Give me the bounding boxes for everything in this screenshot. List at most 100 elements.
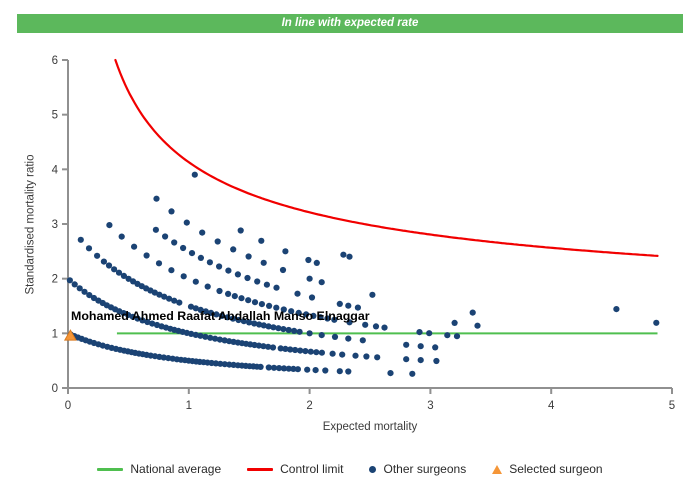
surgeon-point[interactable] xyxy=(90,294,97,302)
surgeon-point[interactable] xyxy=(212,335,219,342)
surgeon-point[interactable] xyxy=(197,306,204,313)
legend-national-average[interactable]: National average xyxy=(97,462,221,476)
surgeon-point[interactable] xyxy=(258,237,265,244)
surgeon-point[interactable] xyxy=(318,332,325,339)
surgeon-point[interactable] xyxy=(453,333,461,340)
surgeon-point[interactable] xyxy=(230,246,237,253)
surgeon-point[interactable] xyxy=(256,321,263,328)
surgeon-point[interactable] xyxy=(317,314,324,321)
surgeon-point[interactable] xyxy=(216,336,223,343)
surgeon-point[interactable] xyxy=(291,327,298,334)
surgeon-point[interactable] xyxy=(161,293,168,300)
surgeon-point[interactable] xyxy=(331,333,339,340)
surgeon-point[interactable] xyxy=(125,275,132,282)
surgeon-point[interactable] xyxy=(254,278,261,285)
surgeon-point[interactable] xyxy=(207,309,215,316)
surgeon-point[interactable] xyxy=(245,297,252,304)
surgeon-point[interactable] xyxy=(312,367,319,374)
surgeon-point[interactable] xyxy=(305,256,312,264)
surgeon-point[interactable] xyxy=(331,316,338,323)
surgeon-point[interactable] xyxy=(444,332,451,339)
surgeon-point[interactable] xyxy=(345,302,352,309)
surgeon-point[interactable] xyxy=(202,308,209,315)
surgeon-point[interactable] xyxy=(387,370,394,377)
surgeon-point[interactable] xyxy=(280,306,287,313)
surgeon-point[interactable] xyxy=(153,195,160,202)
surgeon-point[interactable] xyxy=(171,297,178,304)
surgeon-point[interactable] xyxy=(125,311,132,319)
surgeon-point[interactable] xyxy=(451,319,458,326)
surgeon-point[interactable] xyxy=(168,267,175,274)
surgeon-point[interactable] xyxy=(234,271,241,278)
surgeon-point[interactable] xyxy=(149,320,156,327)
surgeon-point[interactable] xyxy=(85,245,93,252)
surgeon-point[interactable] xyxy=(432,344,439,351)
surgeon-point[interactable] xyxy=(336,368,343,375)
surgeon-point[interactable] xyxy=(336,300,343,307)
surgeon-point[interactable] xyxy=(216,287,223,295)
surgeon-point[interactable] xyxy=(287,346,294,353)
surgeon-point[interactable] xyxy=(322,367,329,374)
surgeon-point[interactable] xyxy=(285,365,292,372)
surgeon-point[interactable] xyxy=(297,347,304,354)
surgeon-point[interactable] xyxy=(246,319,253,326)
surgeon-point[interactable] xyxy=(265,323,272,330)
surgeon-point[interactable] xyxy=(303,311,310,318)
surgeon-point[interactable] xyxy=(310,312,317,319)
surgeon-point[interactable] xyxy=(359,337,366,344)
surgeon-point[interactable] xyxy=(266,302,273,309)
surgeon-point[interactable] xyxy=(251,299,259,306)
surgeon-point[interactable] xyxy=(260,322,267,329)
surgeon-point[interactable] xyxy=(277,345,284,352)
surgeon-point[interactable] xyxy=(354,304,361,311)
surgeon-point[interactable] xyxy=(231,293,238,300)
surgeon-point[interactable] xyxy=(120,272,127,279)
surgeon-point[interactable] xyxy=(304,366,311,373)
surgeon-point[interactable] xyxy=(245,253,252,260)
surgeon-point[interactable] xyxy=(77,236,84,243)
surgeon-point[interactable] xyxy=(66,277,73,284)
surgeon-point[interactable] xyxy=(225,290,232,297)
surgeon-point[interactable] xyxy=(307,348,314,355)
surgeon-point[interactable] xyxy=(362,321,369,328)
surgeon-point[interactable] xyxy=(282,248,289,255)
surgeon-point[interactable] xyxy=(199,229,206,236)
surgeon-point[interactable] xyxy=(294,366,301,373)
surgeon-point[interactable] xyxy=(296,328,303,335)
surgeon-point[interactable] xyxy=(180,273,187,280)
surgeon-point[interactable] xyxy=(288,308,295,315)
surgeon-point[interactable] xyxy=(106,222,113,229)
surgeon-point[interactable] xyxy=(238,295,245,302)
surgeon-point[interactable] xyxy=(187,303,195,310)
surgeon-point[interactable] xyxy=(369,291,376,298)
surgeon-point[interactable] xyxy=(282,345,289,352)
surgeon-point[interactable] xyxy=(237,227,244,234)
surgeon-point[interactable] xyxy=(192,278,199,285)
legend-selected-surgeon[interactable]: Selected surgeon xyxy=(492,462,603,476)
surgeon-point[interactable] xyxy=(100,258,107,265)
surgeon-point[interactable] xyxy=(217,360,224,367)
surgeon-point[interactable] xyxy=(285,326,292,334)
surgeon-point[interactable] xyxy=(417,357,424,364)
surgeon-point[interactable] xyxy=(258,301,265,308)
surgeon-point[interactable] xyxy=(324,315,331,322)
surgeon-point[interactable] xyxy=(292,346,299,354)
surgeon-point[interactable] xyxy=(426,330,433,337)
surgeon-point[interactable] xyxy=(269,344,277,351)
surgeon-point[interactable] xyxy=(131,243,138,250)
surgeon-point[interactable] xyxy=(363,353,370,360)
surgeon-point[interactable] xyxy=(192,331,199,338)
surgeon-point[interactable] xyxy=(279,266,287,274)
surgeon-point[interactable] xyxy=(340,251,347,258)
surgeon-point[interactable] xyxy=(294,290,301,297)
surgeon-point[interactable] xyxy=(214,238,221,245)
surgeon-point[interactable] xyxy=(152,226,159,233)
surgeon-point[interactable] xyxy=(270,364,278,371)
surgeon-point[interactable] xyxy=(308,294,316,301)
surgeon-point[interactable] xyxy=(144,318,151,326)
surgeon-point[interactable] xyxy=(143,252,150,259)
surgeon-point[interactable] xyxy=(275,325,282,332)
surgeon-point[interactable] xyxy=(225,267,232,274)
surgeon-point[interactable] xyxy=(433,357,440,365)
surgeon-point[interactable] xyxy=(273,284,280,291)
